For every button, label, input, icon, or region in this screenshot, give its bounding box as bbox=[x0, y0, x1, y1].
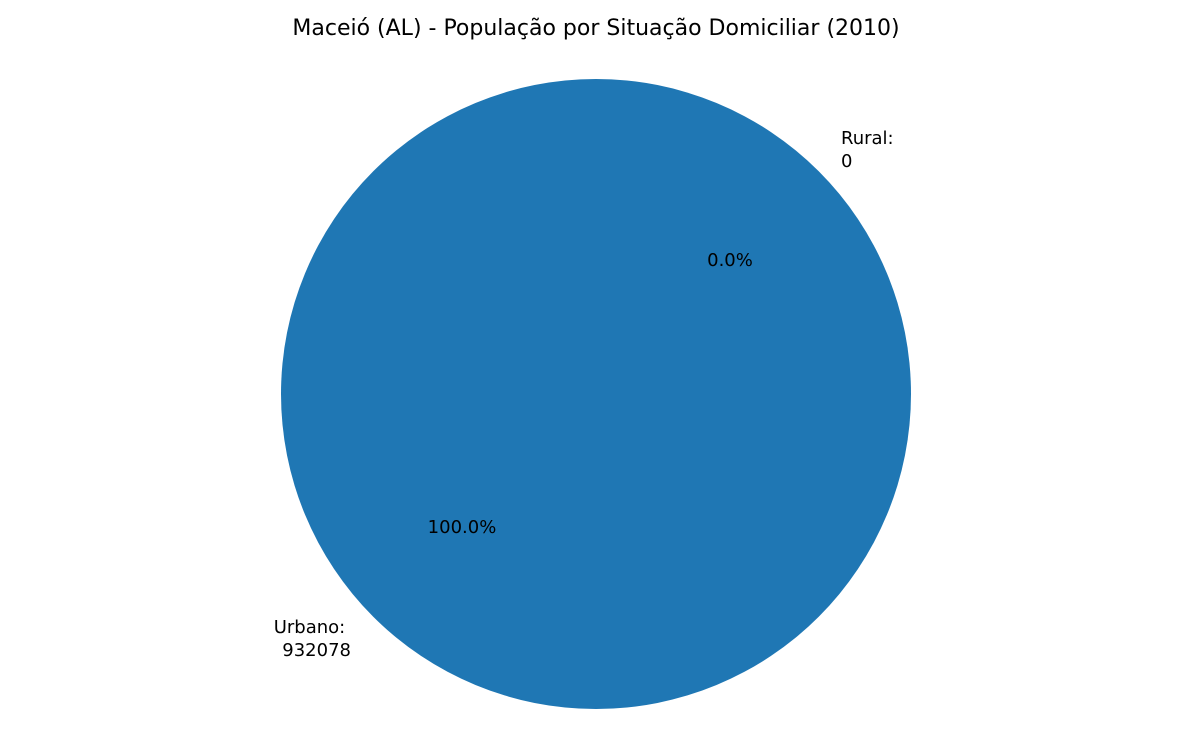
slice-label-rural: Rural: 0 bbox=[841, 128, 899, 172]
pie-slice-urbano bbox=[281, 79, 911, 709]
pie-slices bbox=[281, 79, 911, 709]
slice-label-urbano-value: 932078 bbox=[282, 640, 351, 661]
slice-percent-rural: 0.0% bbox=[707, 250, 753, 271]
slice-label-rural-name: Rural: bbox=[841, 128, 894, 149]
slice-label-urbano-name: Urbano: bbox=[274, 617, 346, 638]
chart-title: Maceió (AL) - População por Situação Dom… bbox=[292, 16, 899, 41]
slice-label-rural-value: 0 bbox=[841, 151, 852, 172]
slice-label-urbano: Urbano: 932078 bbox=[274, 617, 351, 661]
slice-percent-urbano: 100.0% bbox=[428, 517, 497, 538]
